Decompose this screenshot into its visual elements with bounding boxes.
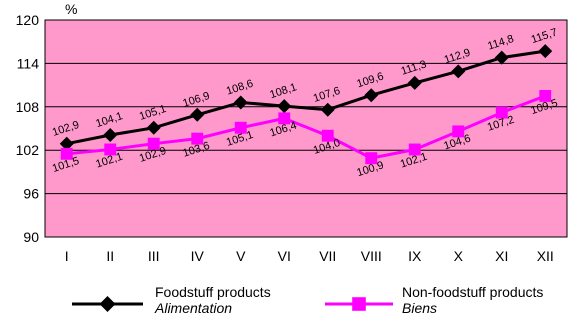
x-tick-label: X (454, 248, 464, 264)
x-tick-label: VI (278, 248, 291, 264)
legend-swatches (72, 296, 393, 312)
data-point-foodstuff (494, 50, 509, 65)
data-point-nonfoodstuff (60, 147, 73, 160)
data-point-nonfoodstuff (234, 121, 247, 134)
data-point-foodstuff (364, 88, 379, 103)
x-tick-label: I (65, 248, 69, 264)
data-point-nonfoodstuff (365, 152, 378, 165)
data-point-foodstuff (233, 95, 248, 110)
x-tick-label: VII (319, 248, 336, 264)
y-tick-label: 120 (16, 12, 40, 28)
x-tick-label: IX (408, 248, 422, 264)
data-point-foodstuff (451, 64, 466, 79)
series-layer (59, 44, 553, 165)
data-point-foodstuff (277, 99, 292, 114)
y-tick-label: 102 (16, 142, 40, 158)
series-line-foodstuff (66, 49, 546, 146)
data-point-foodstuff (407, 75, 422, 90)
y-axis-ticks: 90 96 102 108 114 120 (16, 12, 40, 245)
x-tick-label: XI (495, 248, 508, 264)
y-tick-label: 90 (23, 229, 39, 245)
y-tick-label: 96 (23, 186, 39, 202)
data-point-foodstuff (538, 44, 553, 59)
data-point-nonfoodstuff (147, 137, 160, 150)
legend-label-foodstuff: Foodstuff products (155, 284, 271, 300)
series-line-nonfoodstuff (66, 94, 546, 160)
data-point-nonfoodstuff (539, 90, 552, 102)
x-tick-label: XII (537, 248, 554, 264)
x-tick-label: II (106, 248, 114, 264)
legend-label-foodstuff-alt: Alimentation (155, 300, 233, 316)
x-tick-label: IV (191, 248, 205, 264)
y-tick-label: 108 (16, 99, 40, 115)
legend-label-nonfoodstuff: Non-foodstuff products (402, 284, 544, 300)
data-point-foodstuff (190, 107, 205, 122)
y-tick-label: 114 (17, 55, 40, 71)
data-point-nonfoodstuff (452, 125, 465, 138)
legend-label-nonfoodstuff-alt: Biens (402, 300, 438, 316)
x-tick-label: V (236, 248, 246, 264)
data-point-foodstuff (146, 120, 161, 135)
y-axis-unit-label: % (65, 1, 77, 17)
data-point-foodstuff (103, 128, 118, 143)
data-point-foodstuff (320, 102, 335, 117)
x-tick-label: III (148, 248, 160, 264)
legend-marker-nonfoodstuff (352, 297, 366, 311)
data-point-nonfoodstuff (408, 143, 421, 156)
data-point-foodstuff (59, 136, 74, 151)
data-point-nonfoodstuff (321, 129, 334, 142)
x-tick-label: VIII (361, 248, 382, 264)
x-axis-ticks: I II III IV V VI VII VIII IX X XI XII (65, 248, 554, 264)
legend-marker-foodstuff (99, 296, 116, 312)
data-point-nonfoodstuff (191, 132, 204, 145)
data-point-nonfoodstuff (278, 112, 291, 125)
legend-entry-foodstuff: Foodstuff products Alimentation (155, 284, 271, 316)
legend-entry-nonfoodstuff: Non-foodstuff products Biens (402, 284, 543, 316)
data-point-nonfoodstuff (104, 143, 117, 156)
data-point-nonfoodstuff (495, 106, 508, 119)
